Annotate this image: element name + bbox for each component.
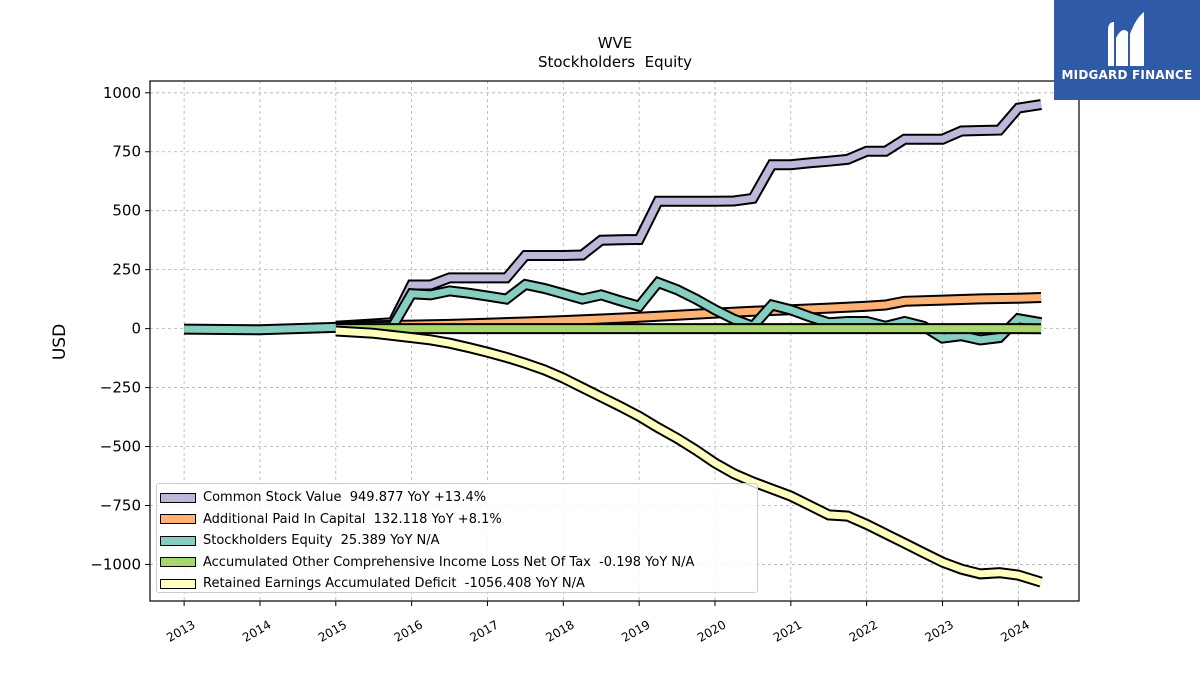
legend-label-apic: Additional Paid In Capital 132.118 YoY +…	[203, 511, 502, 527]
legend-label-aoci: Accumulated Other Comprehensive Income L…	[203, 554, 695, 570]
legend-label-retained-earnings: Retained Earnings Accumulated Deficit -1…	[203, 576, 585, 592]
x-tick-label: 2024	[998, 617, 1031, 644]
x-axis: 2013 2014 2015 2016 2017 2018 2019 2020 2021 2022…	[164, 601, 1032, 645]
y-tick-label: −750	[100, 496, 141, 514]
y-tick-label: 750	[112, 143, 141, 161]
legend-label-common-stock: Common Stock Value 949.877 YoY +13.4%	[203, 490, 487, 506]
legend-swatch-aoci	[160, 557, 196, 568]
x-tick-label: 2014	[240, 617, 273, 644]
series-common-stock	[335, 99, 1042, 332]
legend-swatch-stockholders-equity	[160, 535, 196, 546]
legend-swatch-apic	[160, 514, 196, 525]
y-tick-label: −1000	[90, 555, 141, 573]
series-apic	[335, 292, 1042, 332]
brand-logo: MIDGARD FINANCE	[1054, 0, 1200, 100]
chart-title: WVE	[598, 34, 633, 52]
legend-item-apic: Additional Paid In Capital 132.118 YoY +…	[157, 509, 757, 531]
legend-swatch-common-stock	[160, 492, 196, 503]
legend-item-retained-earnings: Retained Earnings Accumulated Deficit -1…	[157, 573, 757, 595]
x-tick-label: 2023	[923, 617, 956, 644]
x-tick-label: 2013	[164, 617, 197, 644]
series-line	[335, 101, 1042, 330]
series-line	[335, 294, 1042, 330]
chart-legend: Common Stock Value 949.877 YoY +13.4% Ad…	[156, 483, 758, 593]
series-retained-earnings	[335, 325, 1043, 588]
y-axis: 1000 750 500 250 0 −250 −500 −750 −1000	[90, 84, 150, 573]
y-tick-label: 500	[112, 202, 141, 220]
x-tick-label: 2019	[619, 617, 652, 644]
plot-frame	[149, 80, 1080, 602]
y-axis-label: USD	[50, 324, 70, 360]
legend-item-stockholders-equity: Stockholders Equity 25.389 YoY N/A	[157, 530, 757, 552]
x-tick-label: 2015	[316, 617, 349, 644]
chart-subtitle: Stockholders Equity	[538, 53, 692, 71]
x-tick-label: 2021	[771, 617, 804, 644]
y-tick-label: 250	[112, 261, 141, 279]
x-tick-label: 2022	[847, 617, 880, 644]
x-tick-label: 2017	[468, 617, 501, 644]
x-tick-label: 2020	[695, 617, 728, 644]
series-lines	[184, 99, 1043, 588]
y-tick-label: 0	[131, 320, 141, 338]
x-tick-label: 2018	[543, 617, 576, 644]
legend-label-stockholders-equity: Stockholders Equity 25.389 YoY N/A	[203, 533, 440, 549]
legend-item-common-stock: Common Stock Value 949.877 YoY +13.4%	[157, 487, 757, 509]
legend-item-aoci: Accumulated Other Comprehensive Income L…	[157, 552, 757, 574]
stylized-m-logo-icon	[1108, 12, 1144, 66]
series-line	[335, 327, 1043, 586]
legend-swatch-retained-earnings	[160, 578, 196, 589]
y-tick-label: −250	[100, 379, 141, 397]
brand-name: MIDGARD FINANCE	[1061, 68, 1193, 82]
y-tick-label: 1000	[103, 84, 141, 102]
x-tick-label: 2016	[392, 617, 425, 644]
y-tick-label: −500	[100, 438, 141, 456]
